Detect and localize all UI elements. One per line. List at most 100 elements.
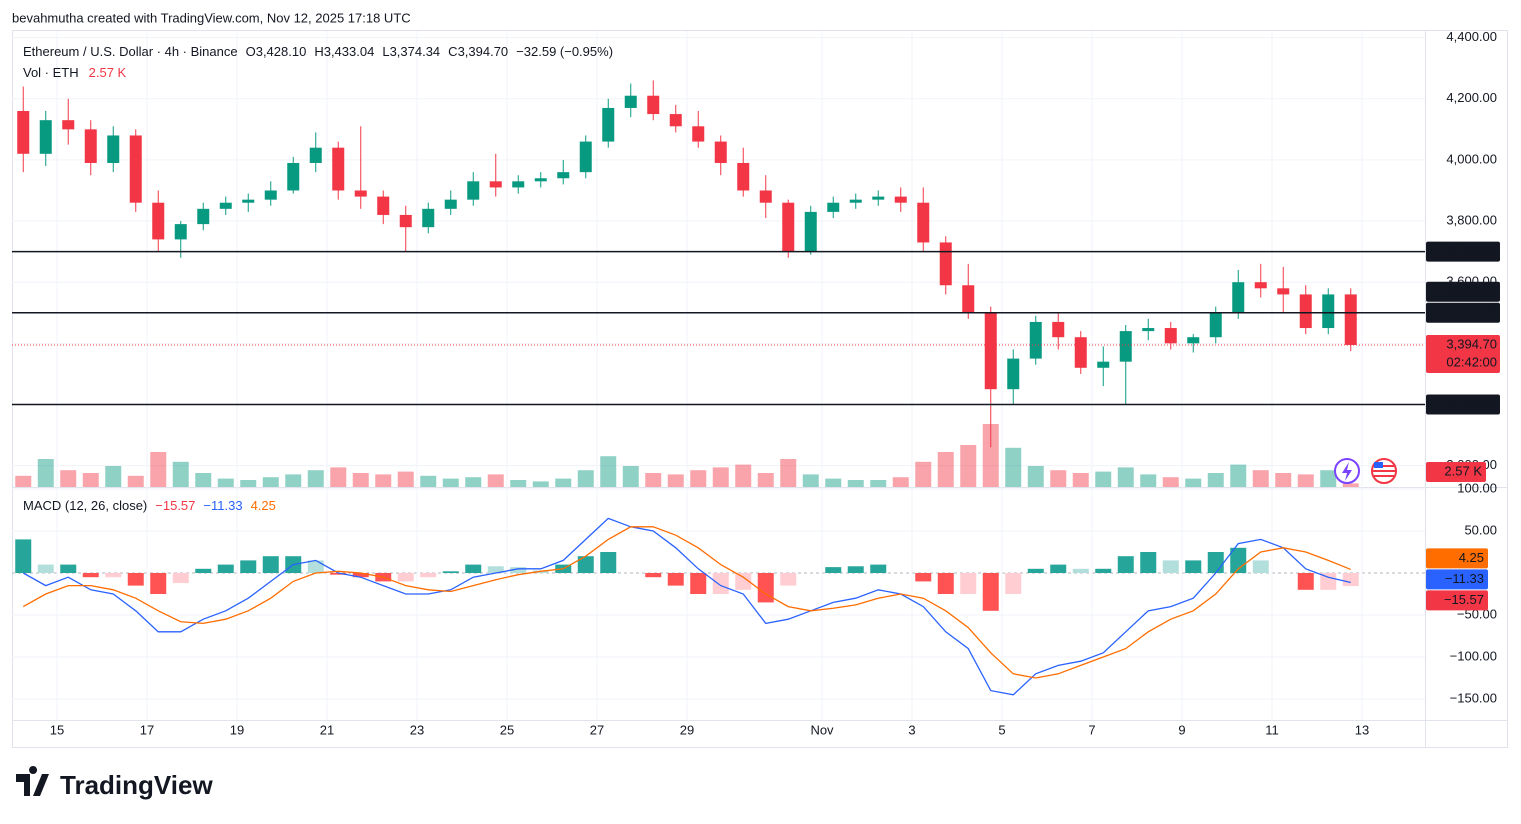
macd-hist-bar bbox=[397, 573, 414, 582]
ohlc-value: 3,394.70 bbox=[458, 44, 509, 59]
candle-body bbox=[512, 181, 525, 188]
candle-body bbox=[759, 190, 772, 203]
ohlc-value: 3,428.10 bbox=[256, 44, 307, 59]
volume-bar bbox=[645, 473, 662, 487]
volume-bar bbox=[600, 456, 617, 487]
x-tick-label: 23 bbox=[410, 722, 424, 737]
ohlc-value: 3,433.04 bbox=[324, 44, 375, 59]
level-label: 3,500.00 bbox=[1446, 304, 1497, 319]
volume-bar bbox=[82, 473, 99, 487]
macd-hist-bar bbox=[510, 567, 527, 573]
candle-body bbox=[264, 190, 277, 200]
volume-bar bbox=[757, 473, 774, 487]
candle-body bbox=[1097, 361, 1110, 368]
candle-body bbox=[827, 202, 840, 212]
candle-body bbox=[1277, 288, 1290, 295]
y-tick-label: 4,400.00 bbox=[1446, 29, 1497, 44]
volume-bar bbox=[330, 467, 347, 487]
macd-badge bbox=[1426, 590, 1488, 611]
volume-bar bbox=[352, 473, 369, 487]
candle-body bbox=[984, 312, 997, 390]
symbol-title: Ethereum / U.S. Dollar · 4h · Binance bbox=[23, 44, 238, 59]
candle-body bbox=[174, 224, 187, 240]
volume-bar bbox=[780, 459, 797, 487]
x-tick-label: 9 bbox=[1178, 722, 1185, 737]
candle-body bbox=[669, 114, 682, 127]
candle-body bbox=[1052, 321, 1065, 338]
ohlc-value: 3,374.34 bbox=[390, 44, 441, 59]
macd-hist-bar bbox=[1230, 547, 1247, 573]
volume-bar bbox=[577, 470, 594, 487]
volume-bar bbox=[690, 470, 707, 487]
volume-bar bbox=[1207, 473, 1224, 487]
candle-body bbox=[1164, 328, 1177, 344]
price-change: −32.59 (−0.95%) bbox=[516, 44, 613, 59]
macd-hist-bar bbox=[150, 573, 167, 594]
macd-hist-bar bbox=[735, 573, 752, 590]
macd-hist-bar bbox=[105, 573, 122, 578]
y-tick-label: −100.00 bbox=[1450, 648, 1497, 663]
macd-hist-bar bbox=[1027, 568, 1044, 573]
macd-hist-bar bbox=[307, 560, 324, 573]
macd-hist-bar bbox=[1050, 564, 1067, 573]
volume-bar bbox=[1162, 477, 1179, 487]
macd-hist-bar bbox=[127, 573, 144, 586]
attribution: bevahmutha created with TradingView.com,… bbox=[12, 10, 411, 25]
volume-bar bbox=[915, 461, 932, 487]
candle-body bbox=[1187, 337, 1200, 344]
macd-badge bbox=[1426, 569, 1488, 590]
volume-bar bbox=[487, 474, 504, 487]
candle-body bbox=[782, 202, 795, 252]
candle-body bbox=[849, 199, 862, 203]
x-tick-label: 15 bbox=[50, 722, 64, 737]
x-tick-label: 25 bbox=[500, 722, 514, 737]
candle-body bbox=[354, 190, 367, 197]
macd-hist-bar bbox=[60, 564, 77, 573]
candle-body bbox=[579, 141, 592, 173]
macd-hist-bar bbox=[240, 560, 257, 573]
volume-bar bbox=[217, 478, 234, 487]
marks bbox=[15, 80, 1359, 696]
volume-bar bbox=[397, 471, 414, 487]
volume-bar bbox=[60, 470, 77, 487]
candle-body bbox=[894, 196, 907, 203]
volume-bar bbox=[465, 477, 482, 487]
macd-title: MACD (12, 26, close) bbox=[23, 498, 147, 513]
candle-body bbox=[62, 120, 75, 130]
candle-body bbox=[1322, 294, 1335, 329]
candle-body bbox=[804, 211, 817, 252]
ohlc-key: H bbox=[314, 44, 323, 59]
volume-bar bbox=[532, 481, 549, 487]
macd-hist-bar bbox=[915, 573, 932, 582]
macd-hist-bar bbox=[1320, 573, 1337, 590]
candle-body bbox=[399, 214, 412, 228]
candle-body bbox=[422, 208, 435, 228]
volume-bar bbox=[1140, 474, 1157, 487]
macd-line bbox=[22, 517, 1351, 696]
candle-body bbox=[467, 181, 480, 200]
macd-hist-bar bbox=[442, 571, 459, 573]
candle-body bbox=[377, 196, 390, 215]
tv-logo-text: TradingView bbox=[60, 770, 213, 800]
macd-series-value: 4.25 bbox=[251, 498, 276, 513]
volume-value: 2.57 K bbox=[89, 65, 127, 80]
volume-bar bbox=[1072, 473, 1089, 487]
candle-body bbox=[17, 111, 30, 154]
macd-hist-bar bbox=[420, 573, 437, 578]
macd-hist-bar bbox=[1140, 552, 1157, 573]
ohlc-key: L bbox=[382, 44, 389, 59]
candle-body bbox=[737, 162, 750, 191]
volume-bar bbox=[960, 445, 977, 487]
volume-bar bbox=[982, 424, 999, 487]
macd-hist-bar bbox=[172, 573, 189, 584]
candle-body bbox=[557, 172, 570, 179]
macd-hist-bar bbox=[870, 564, 887, 573]
level-badge bbox=[1426, 302, 1500, 323]
macd-hist-bar bbox=[1095, 568, 1112, 573]
y-tick-label: 4,000.00 bbox=[1446, 151, 1497, 166]
volume-bar bbox=[442, 478, 459, 487]
volume-badge-label: 2.57 K bbox=[1444, 463, 1482, 478]
candle-body bbox=[1254, 282, 1267, 289]
grid bbox=[12, 31, 1425, 720]
macd-hist-bar bbox=[690, 573, 707, 594]
